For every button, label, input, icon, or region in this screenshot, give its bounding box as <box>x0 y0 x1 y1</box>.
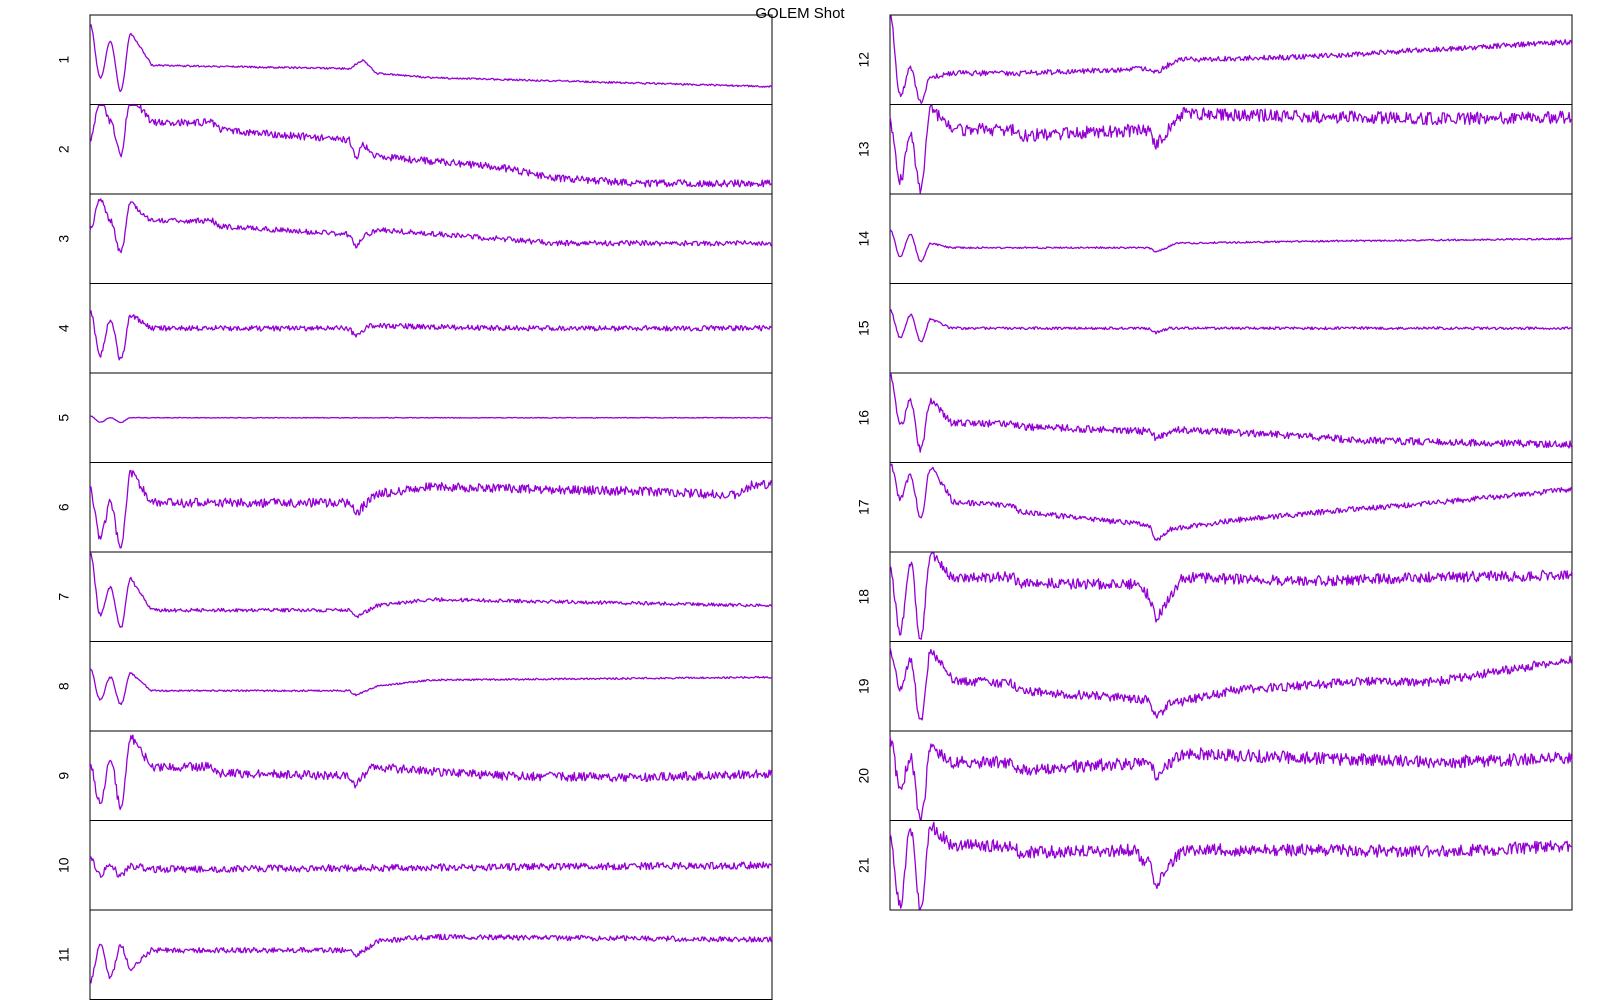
series-line <box>89 310 773 361</box>
panel-9: 9 <box>56 730 773 821</box>
series-line <box>89 933 773 984</box>
panel-label: 6 <box>56 503 72 511</box>
panel-frame <box>89 820 773 911</box>
panel-16: 16 <box>856 372 1573 463</box>
panel-8: 8 <box>56 641 773 732</box>
panel-1: 1 <box>56 14 773 105</box>
panel-13: 13 <box>856 104 1573 195</box>
panel-frame <box>89 551 773 642</box>
series-line <box>889 552 1573 640</box>
panel-label: 14 <box>856 231 872 247</box>
panel-label: 7 <box>56 593 72 601</box>
series-line <box>89 104 773 188</box>
panel-label: 2 <box>56 145 72 153</box>
panel-label: 17 <box>856 499 872 515</box>
panel-frame <box>889 193 1573 284</box>
panel-17: 17 <box>856 462 1573 553</box>
chart-title: GOLEM Shot <box>755 5 845 22</box>
panel-20: 20 <box>856 730 1573 821</box>
panel-14: 14 <box>856 193 1573 284</box>
panel-frame <box>889 551 1573 642</box>
panel-7: 7 <box>56 551 773 642</box>
panel-frame <box>89 193 773 284</box>
panel-label: 12 <box>856 52 872 68</box>
panel-label: 1 <box>56 56 72 64</box>
panel-label: 13 <box>856 141 872 157</box>
panel-frame <box>89 909 773 1000</box>
panel-19: 19 <box>856 641 1573 732</box>
panel-4: 4 <box>56 283 773 374</box>
panel-label: 5 <box>56 414 72 422</box>
panel-label: 20 <box>856 768 872 784</box>
panel-18: 18 <box>856 551 1573 642</box>
series-line <box>89 668 773 706</box>
panel-frame <box>889 730 1573 821</box>
series-line <box>89 856 773 878</box>
series-line <box>890 15 1573 104</box>
panel-frame <box>889 372 1573 463</box>
series-line <box>89 415 773 424</box>
series-line <box>889 463 1573 542</box>
panel-label: 10 <box>56 857 72 873</box>
panel-label: 16 <box>856 410 872 426</box>
panel-3: 3 <box>56 193 773 284</box>
series-line <box>89 23 773 93</box>
panel-label: 9 <box>56 772 72 780</box>
panel-15: 15 <box>856 283 1573 374</box>
panel-label: 18 <box>856 589 872 605</box>
panel-label: 8 <box>56 682 72 690</box>
panel-label: 19 <box>856 678 872 694</box>
panel-frame <box>89 104 773 195</box>
panel-2: 2 <box>56 104 773 195</box>
series-line <box>889 821 1573 910</box>
series-line <box>889 228 1573 263</box>
series-line <box>889 373 1573 453</box>
panel-frame <box>89 462 773 553</box>
series-line <box>889 646 1573 721</box>
panel-frame <box>889 820 1573 911</box>
panel-frame <box>89 641 773 732</box>
panel-21: 21 <box>856 820 1573 911</box>
series-line <box>889 104 1573 194</box>
panel-11: 11 <box>56 909 773 1000</box>
series-line <box>89 552 773 628</box>
panel-label: 21 <box>856 857 872 873</box>
panel-5: 5 <box>56 372 773 463</box>
series-line <box>889 735 1573 821</box>
panel-label: 3 <box>56 235 72 243</box>
panel-10: 10 <box>56 820 773 911</box>
series-line <box>89 734 773 811</box>
panel-label: 15 <box>856 320 872 336</box>
series-line <box>89 198 773 254</box>
panel-12: 12 <box>856 14 1573 105</box>
series-line <box>89 469 773 549</box>
panel-6: 6 <box>56 462 773 553</box>
panel-label: 4 <box>56 324 72 332</box>
series-line <box>889 308 1573 343</box>
panel-frame <box>889 462 1573 553</box>
panel-label: 11 <box>56 947 72 962</box>
panel-frame <box>89 14 773 105</box>
